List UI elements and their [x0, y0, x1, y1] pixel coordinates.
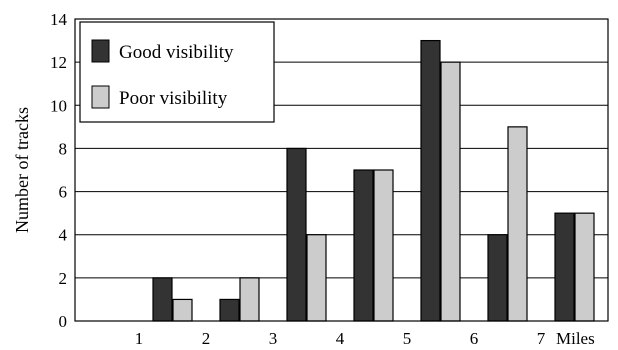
x-tick-label: 2: [202, 329, 211, 348]
x-tick-label: 5: [403, 329, 412, 348]
bar-good-visibility: [554, 212, 575, 322]
bar-good-visibility: [219, 298, 240, 322]
axes: [74, 18, 609, 322]
y-tick-label: 4: [59, 226, 68, 245]
bar-poor-visibility: [172, 298, 193, 322]
y-tick-label: 8: [59, 139, 68, 158]
legend-label-good: Good visibility: [119, 42, 234, 63]
legend-swatch-poor: [91, 85, 110, 109]
y-tick-label: 2: [59, 269, 68, 288]
x-tick-label: 3: [269, 329, 278, 348]
x-tick-label: 4: [336, 329, 345, 348]
x-tick-label: 7: [537, 329, 546, 348]
bar-good-visibility: [286, 147, 307, 322]
legend: Good visibility Poor visibility: [79, 21, 275, 123]
y-tick-label: 6: [59, 183, 68, 202]
y-tick-labels: 0 2 4 6 8 10 12 14: [50, 10, 68, 331]
legend-box: [79, 21, 275, 123]
plot-frame: [74, 18, 609, 322]
y-tick-label: 14: [50, 10, 68, 29]
bar-good-visibility: [487, 234, 508, 322]
x-unit-label: Miles: [556, 329, 595, 348]
bar-poor-visibility: [239, 277, 260, 322]
x-tick-label: 1: [135, 329, 144, 348]
legend-label-poor: Poor visibility: [119, 88, 228, 109]
bar-poor-visibility: [440, 61, 461, 322]
bar-good-visibility: [152, 277, 173, 322]
y-axis-label: Number of tracks: [12, 107, 32, 233]
bar-poor-visibility: [507, 126, 528, 322]
y-tick-label: 0: [59, 312, 68, 331]
y-tick-label: 10: [50, 96, 67, 115]
bar-good-visibility: [353, 169, 374, 322]
bar-good-visibility: [420, 39, 441, 322]
bar-poor-visibility: [373, 169, 394, 322]
x-tick-labels: 1 2 3 4 5 6 7: [135, 329, 546, 348]
bar-poor-visibility: [306, 234, 327, 322]
bar-poor-visibility: [574, 212, 595, 322]
y-tick-label: 12: [50, 53, 67, 72]
x-tick-label: 6: [470, 329, 479, 348]
legend-swatch-good: [91, 39, 110, 63]
